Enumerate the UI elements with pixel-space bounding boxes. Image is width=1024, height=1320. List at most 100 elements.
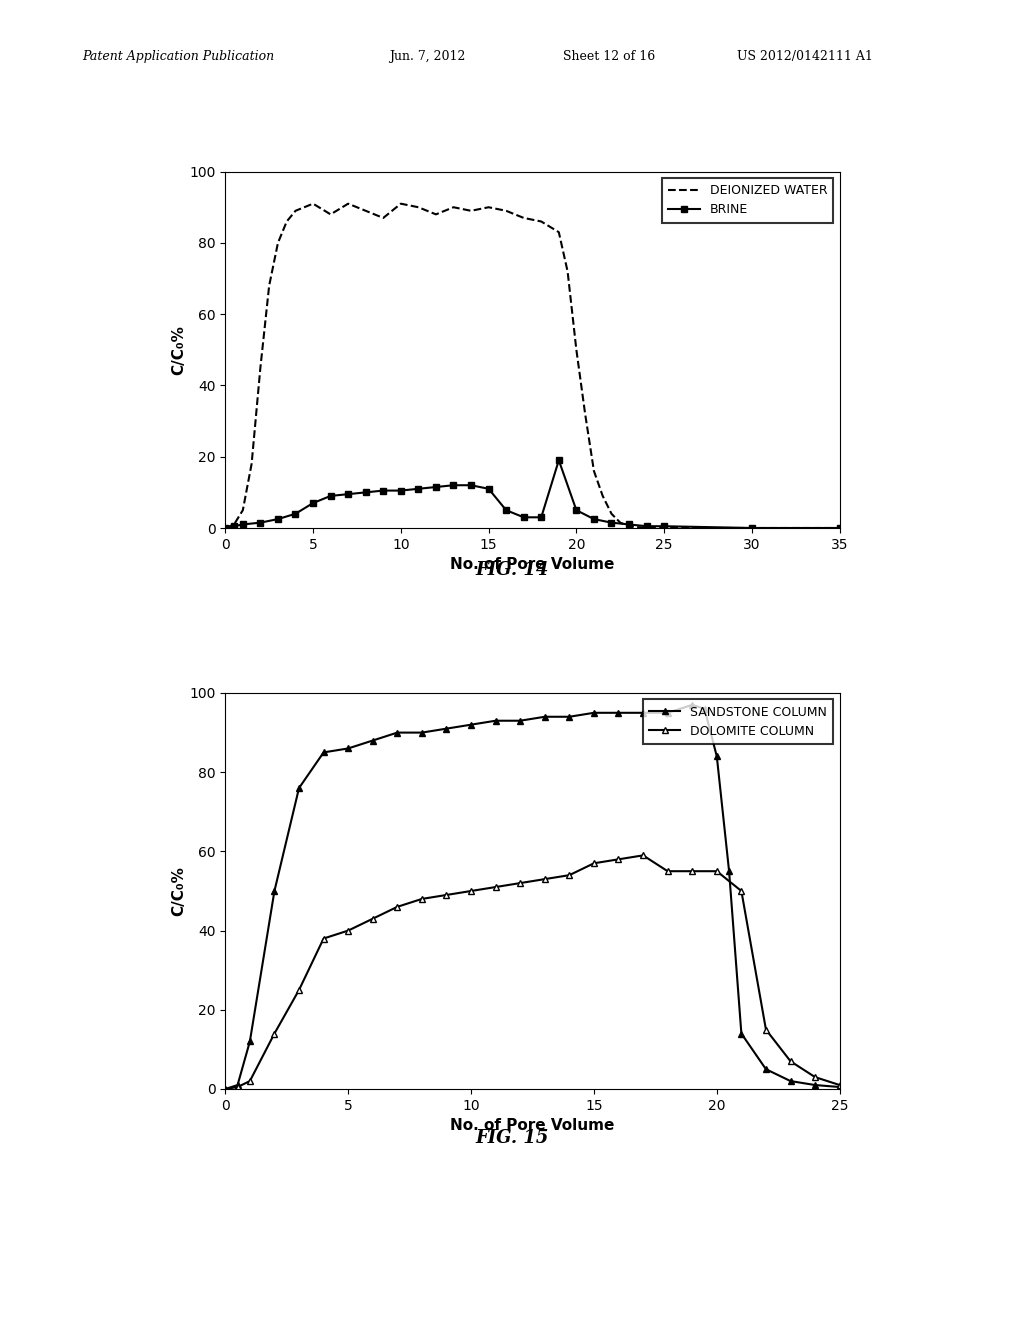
DOLOMITE COLUMN [514, 875, 526, 891]
BRINE [570, 502, 583, 517]
DEIONIZED WATER [254, 359, 266, 375]
BRINE [745, 520, 758, 536]
Text: FIG. 14: FIG. 14 [475, 561, 549, 579]
Y-axis label: C/C₀%: C/C₀% [171, 325, 186, 375]
DEIONIZED WATER [430, 206, 442, 222]
BRINE [237, 516, 249, 532]
SANDSTONE COLUMN [588, 705, 600, 721]
DEIONIZED WATER [658, 520, 671, 536]
DOLOMITE COLUMN [416, 891, 428, 907]
DOLOMITE COLUMN [735, 883, 748, 899]
DEIONIZED WATER [413, 199, 425, 215]
BRINE [271, 511, 284, 527]
BRINE [377, 483, 389, 499]
SANDSTONE COLUMN [293, 780, 305, 796]
BRINE [219, 520, 231, 536]
DEIONIZED WATER [640, 520, 652, 536]
SANDSTONE COLUMN [723, 863, 735, 879]
DEIONIZED WATER [561, 264, 573, 280]
SANDSTONE COLUMN [563, 709, 575, 725]
DEIONIZED WATER [579, 407, 591, 422]
DOLOMITE COLUMN [244, 1073, 256, 1089]
Line: SANDSTONE COLUMN: SANDSTONE COLUMN [222, 701, 843, 1093]
DEIONIZED WATER [281, 214, 293, 230]
X-axis label: No. of Pore Volume: No. of Pore Volume [451, 557, 614, 573]
SANDSTONE COLUMN [440, 721, 453, 737]
SANDSTONE COLUMN [465, 717, 477, 733]
Text: Patent Application Publication: Patent Application Publication [82, 50, 274, 63]
DEIONIZED WATER [307, 195, 319, 211]
BRINE [342, 486, 354, 502]
BRINE [254, 515, 266, 531]
DEIONIZED WATER [482, 199, 495, 215]
DEIONIZED WATER [219, 520, 231, 536]
DEIONIZED WATER [394, 195, 407, 211]
BRINE [623, 516, 635, 532]
DEIONIZED WATER [553, 224, 565, 240]
SANDSTONE COLUMN [784, 1073, 797, 1089]
DEIONIZED WATER [834, 520, 846, 536]
DEIONIZED WATER [570, 342, 583, 358]
DEIONIZED WATER [517, 210, 529, 226]
DEIONIZED WATER [745, 520, 758, 536]
BRINE [413, 480, 425, 496]
SANDSTONE COLUMN [637, 705, 649, 721]
DOLOMITE COLUMN [317, 931, 330, 946]
BRINE [325, 488, 337, 504]
Text: Jun. 7, 2012: Jun. 7, 2012 [389, 50, 466, 63]
DOLOMITE COLUMN [489, 879, 502, 895]
DEIONIZED WATER [290, 203, 302, 219]
DOLOMITE COLUMN [686, 863, 698, 879]
BRINE [430, 479, 442, 495]
DOLOMITE COLUMN [440, 887, 453, 903]
DOLOMITE COLUMN [391, 899, 403, 915]
BRINE [640, 519, 652, 535]
Y-axis label: C/C₀%: C/C₀% [171, 866, 186, 916]
SANDSTONE COLUMN [391, 725, 403, 741]
DOLOMITE COLUMN [637, 847, 649, 863]
BRINE [465, 478, 477, 494]
Line: DEIONIZED WATER: DEIONIZED WATER [225, 203, 840, 528]
DEIONIZED WATER [377, 210, 389, 226]
BRINE [553, 453, 565, 469]
DEIONIZED WATER [359, 203, 372, 219]
BRINE [394, 483, 407, 499]
SANDSTONE COLUMN [735, 1026, 748, 1041]
DOLOMITE COLUMN [367, 911, 379, 927]
SANDSTONE COLUMN [514, 713, 526, 729]
SANDSTONE COLUMN [612, 705, 625, 721]
DOLOMITE COLUMN [539, 871, 551, 887]
SANDSTONE COLUMN [219, 1081, 231, 1097]
SANDSTONE COLUMN [834, 1080, 846, 1096]
DEIONIZED WATER [588, 463, 600, 479]
BRINE [658, 519, 671, 535]
DEIONIZED WATER [325, 206, 337, 222]
DOLOMITE COLUMN [711, 863, 723, 879]
DEIONIZED WATER [597, 488, 609, 504]
Text: Sheet 12 of 16: Sheet 12 of 16 [563, 50, 655, 63]
DEIONIZED WATER [271, 235, 284, 251]
DEIONIZED WATER [500, 203, 512, 219]
SANDSTONE COLUMN [268, 883, 281, 899]
DOLOMITE COLUMN [268, 1026, 281, 1041]
DOLOMITE COLUMN [342, 923, 354, 939]
BRINE [588, 511, 600, 527]
DOLOMITE COLUMN [588, 855, 600, 871]
DOLOMITE COLUMN [612, 851, 625, 867]
SANDSTONE COLUMN [367, 733, 379, 748]
DEIONIZED WATER [623, 519, 635, 535]
BRINE [482, 480, 495, 496]
BRINE [290, 506, 302, 521]
SANDSTONE COLUMN [317, 744, 330, 760]
Legend: DEIONIZED WATER, BRINE: DEIONIZED WATER, BRINE [663, 178, 834, 223]
SANDSTONE COLUMN [539, 709, 551, 725]
DEIONIZED WATER [536, 214, 548, 230]
BRINE [228, 519, 241, 535]
DOLOMITE COLUMN [809, 1069, 821, 1085]
SANDSTONE COLUMN [416, 725, 428, 741]
DOLOMITE COLUMN [834, 1077, 846, 1093]
DOLOMITE COLUMN [293, 982, 305, 998]
DOLOMITE COLUMN [784, 1053, 797, 1069]
DEIONIZED WATER [263, 277, 275, 293]
DEIONIZED WATER [614, 515, 627, 531]
